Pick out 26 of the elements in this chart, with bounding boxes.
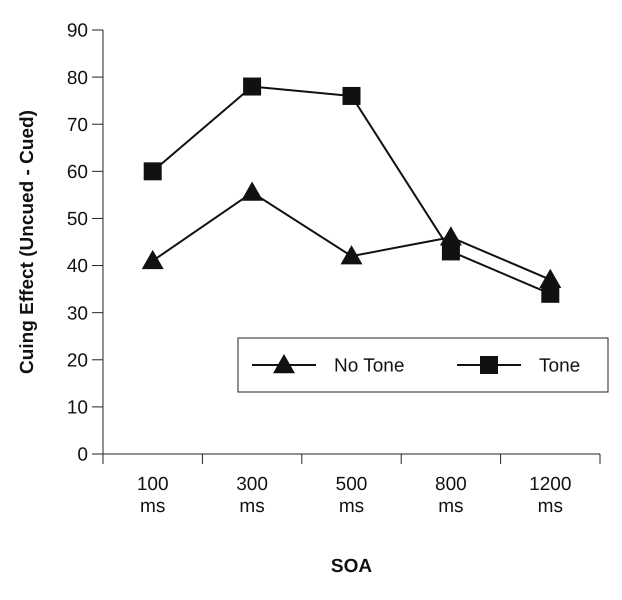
point xyxy=(340,245,362,264)
y-tick-label: 60 xyxy=(66,162,88,183)
y-tick-label: 80 xyxy=(66,68,88,89)
x-tick-label: 800 ms xyxy=(435,474,467,517)
y-tick-label: 10 xyxy=(66,398,88,419)
point xyxy=(342,86,360,105)
point xyxy=(142,250,164,270)
legend-label: Tone xyxy=(539,356,580,377)
x-axis-title: SOA xyxy=(330,556,372,577)
point xyxy=(541,284,560,303)
legend-label: No Tone xyxy=(334,356,404,377)
y-tick-label: 20 xyxy=(66,350,88,372)
y-tick-label: 90 xyxy=(66,20,88,42)
y-tick-label: 40 xyxy=(66,256,88,278)
x-tick-label: 100 ms xyxy=(136,474,169,517)
y-axis-title: Cuing Effect (Uncued - Cued) xyxy=(17,110,38,374)
x-tick-label: 300 ms xyxy=(236,474,268,517)
point xyxy=(144,162,162,180)
y-tick-label: 50 xyxy=(66,209,88,230)
y-tick-label: 0 xyxy=(77,444,88,466)
y-tick-label: 70 xyxy=(66,114,88,136)
x-tick-label: 500 ms xyxy=(336,474,368,517)
point xyxy=(243,78,262,96)
y-tick-label: 30 xyxy=(66,303,88,324)
point xyxy=(241,182,264,201)
x-tick-label: 1200 ms xyxy=(529,474,572,517)
